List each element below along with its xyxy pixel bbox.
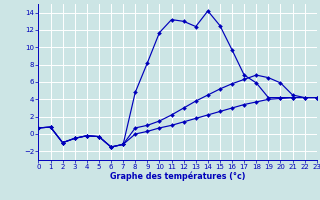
- X-axis label: Graphe des températures (°c): Graphe des températures (°c): [110, 172, 245, 181]
